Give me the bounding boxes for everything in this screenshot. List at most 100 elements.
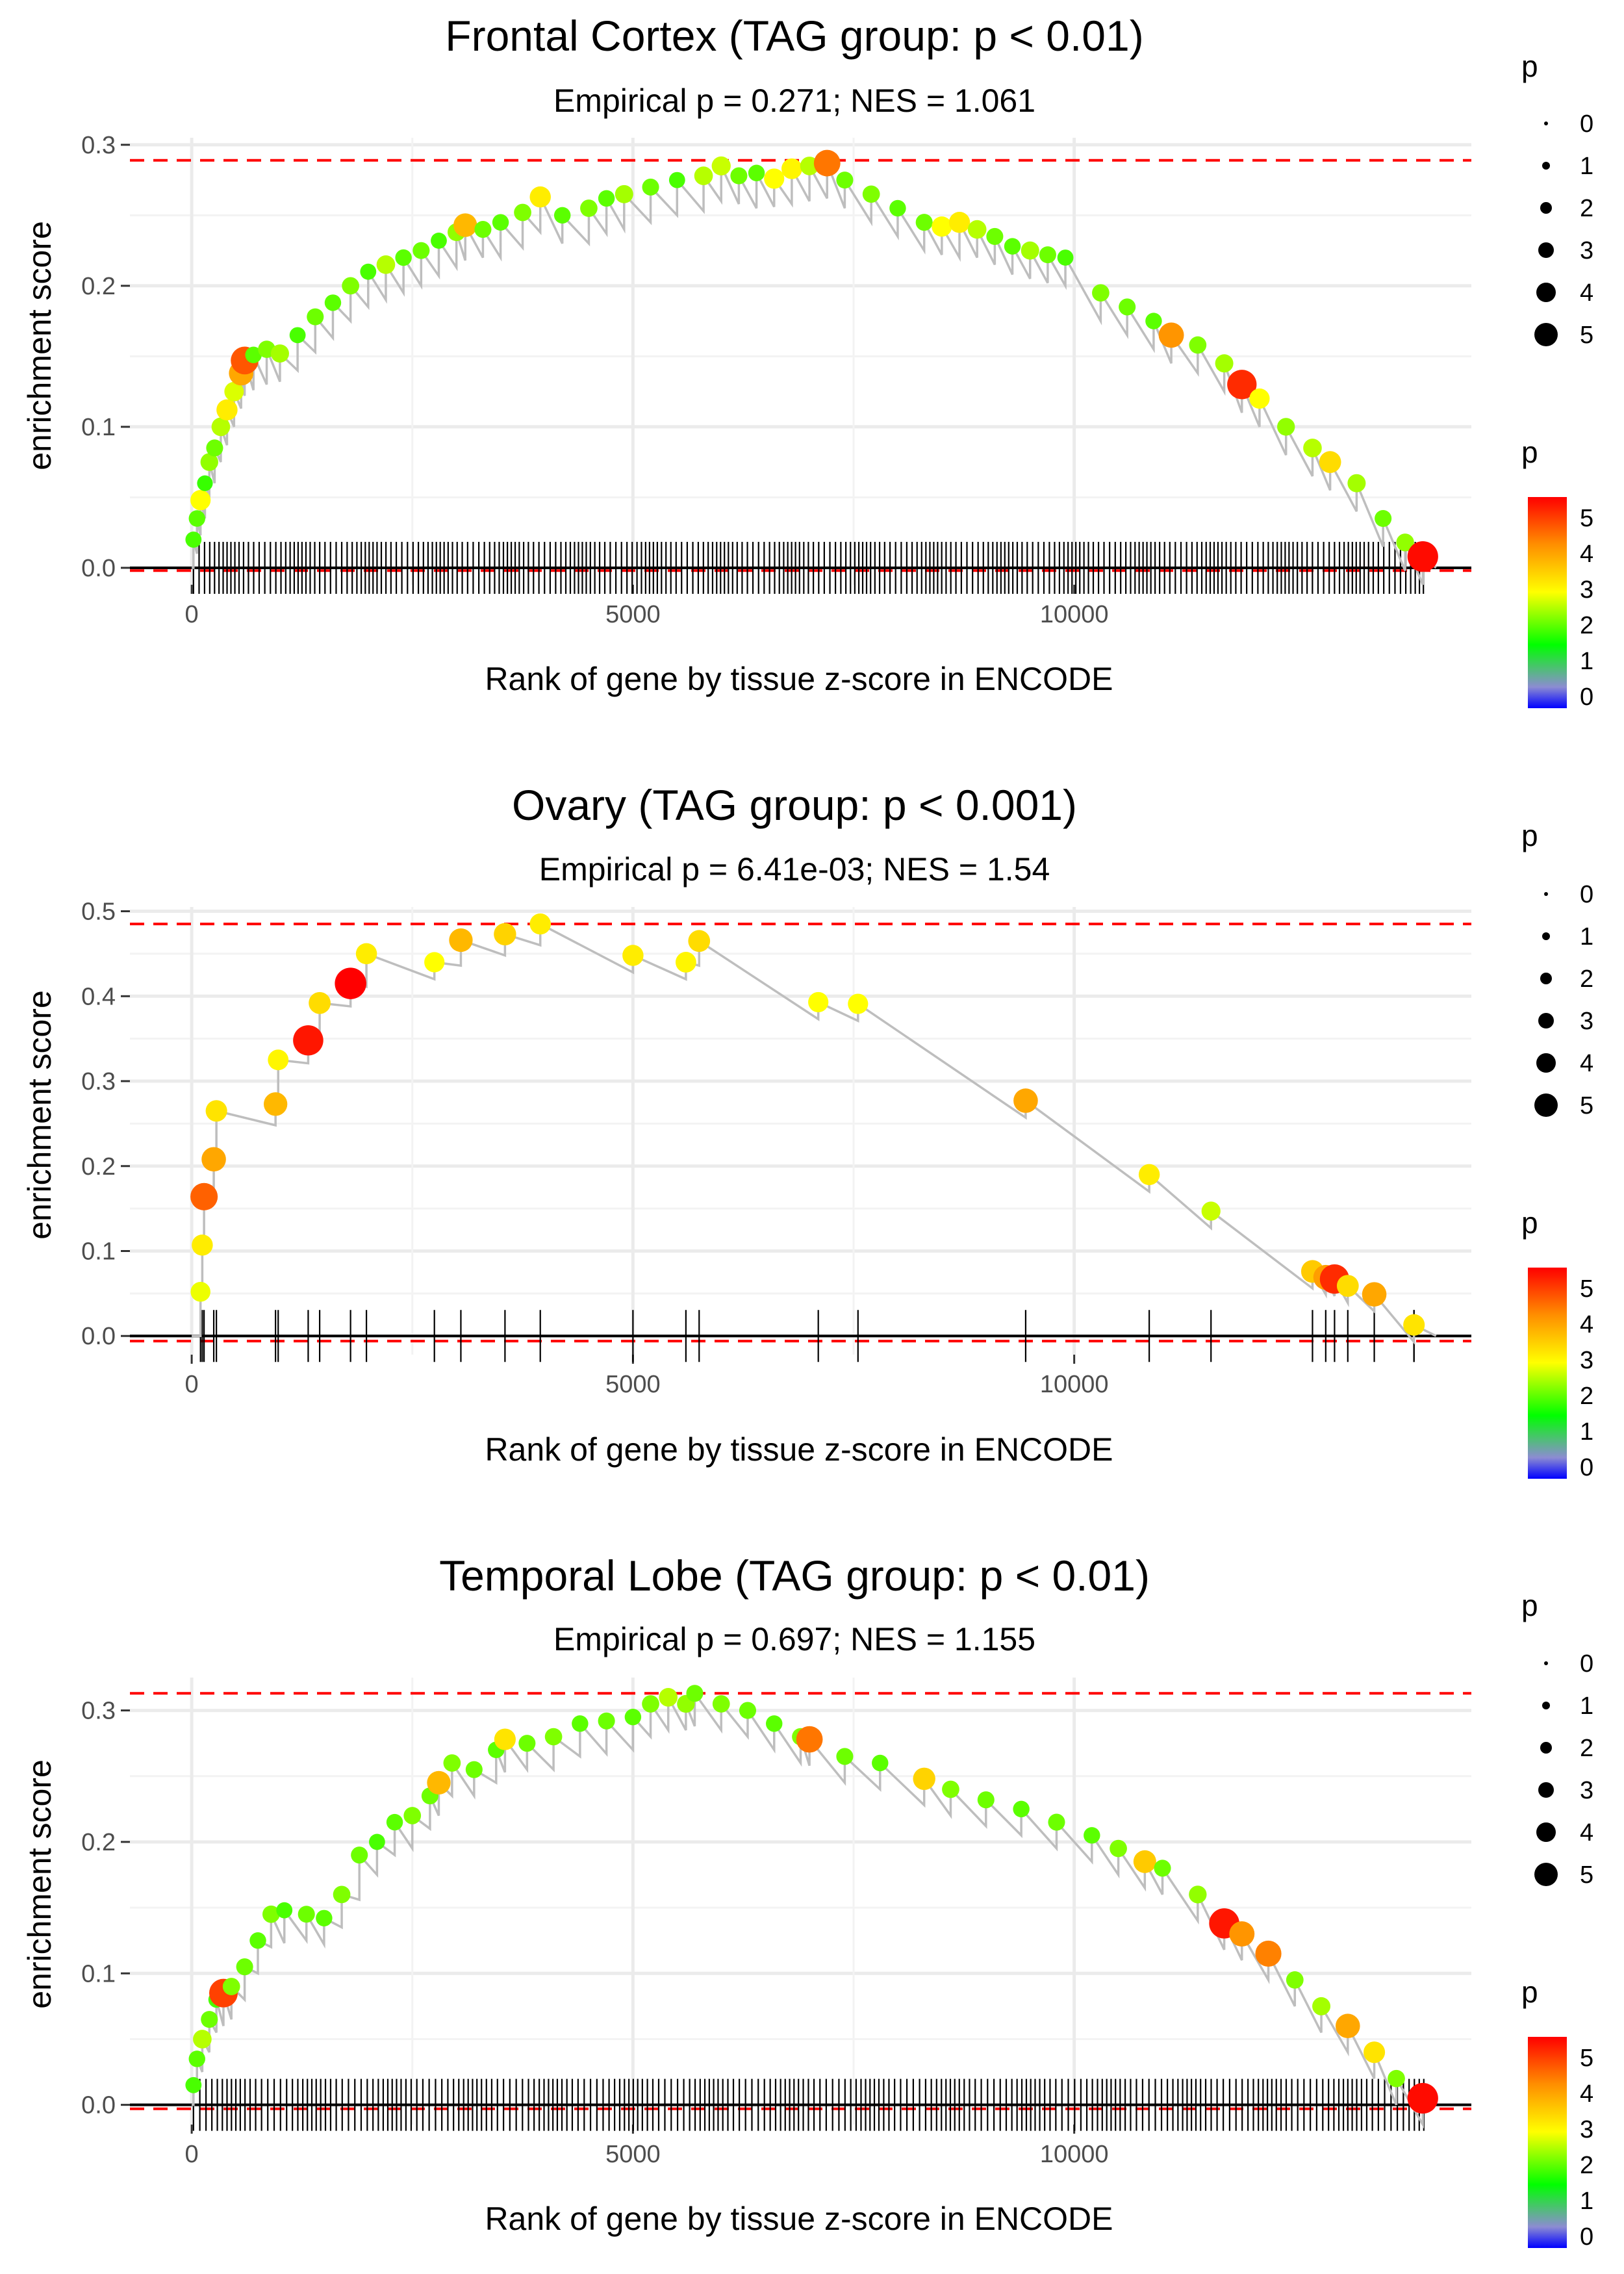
enrichment-point bbox=[1375, 509, 1392, 528]
enrichment-point bbox=[1119, 298, 1136, 316]
enrichment-point bbox=[1319, 451, 1341, 474]
enrichment-point bbox=[386, 1813, 403, 1831]
size-legend-key bbox=[1536, 283, 1556, 302]
enrichment-point bbox=[1255, 1940, 1282, 1967]
size-legend-key bbox=[1540, 202, 1552, 214]
enrichment-point bbox=[889, 199, 906, 217]
enrichment-point bbox=[264, 1092, 288, 1116]
enrichment-point bbox=[403, 1807, 422, 1824]
enrichment-point bbox=[836, 1748, 854, 1765]
enrichment-point bbox=[913, 1767, 935, 1791]
y-axis-label: enrichment score bbox=[21, 221, 58, 470]
enrichment-point bbox=[249, 1932, 266, 1949]
enrichment-point bbox=[1336, 1275, 1359, 1297]
size-legend-label: 4 bbox=[1580, 1050, 1593, 1077]
y-tick-label: 0.0 bbox=[81, 555, 116, 582]
enrichment-point bbox=[201, 1147, 226, 1172]
panel-title: Ovary (TAG group: p < 0.001) bbox=[512, 781, 1077, 829]
enrichment-point bbox=[580, 199, 598, 217]
enrichment-point bbox=[1215, 354, 1234, 373]
size-legend-key bbox=[1540, 973, 1552, 984]
enrichment-point bbox=[188, 510, 205, 527]
size-legend-label: 5 bbox=[1580, 1861, 1593, 1889]
y-tick-label: 0.2 bbox=[81, 273, 116, 300]
y-tick-label: 0.3 bbox=[81, 1068, 116, 1095]
enrichment-point bbox=[1362, 1282, 1387, 1307]
enrichment-point bbox=[766, 1715, 783, 1732]
enrichment-point bbox=[1347, 474, 1366, 492]
enrichment-point bbox=[427, 1770, 451, 1795]
enrichment-point bbox=[309, 991, 331, 1014]
color-legend-label: 1 bbox=[1580, 1418, 1593, 1446]
enrichment-point bbox=[872, 1754, 889, 1772]
enrichment-point bbox=[205, 1100, 227, 1122]
enrichment-point bbox=[1048, 1813, 1065, 1831]
enrichment-point bbox=[686, 1685, 704, 1702]
enrichment-point bbox=[324, 294, 342, 311]
y-axis-label: enrichment score bbox=[21, 1759, 58, 2009]
enrichment-point bbox=[1303, 439, 1322, 457]
plot-area: 0.0 0.1 0.2 0.3 0.4 0.5 0 5000 10000 bbox=[81, 899, 1471, 1398]
x-axis-label: Rank of gene by tissue z-score in ENCODE bbox=[485, 2201, 1113, 2237]
x-tick-label: 10000 bbox=[1040, 1371, 1109, 1398]
enrichment-point bbox=[598, 190, 615, 207]
enrichment-point bbox=[494, 1728, 516, 1750]
y-tick-label: 0.0 bbox=[81, 2092, 116, 2119]
color-legend-label: 5 bbox=[1580, 1275, 1593, 1303]
y-axis-label: enrichment score bbox=[21, 990, 58, 1240]
enrichment-point bbox=[192, 1234, 213, 1256]
enrichment-point bbox=[1201, 1201, 1221, 1221]
size-legend-key bbox=[1542, 1702, 1550, 1709]
enrichment-point bbox=[796, 1726, 823, 1753]
size-legend-key bbox=[1538, 1013, 1554, 1028]
y-tick-label: 0.3 bbox=[81, 132, 116, 159]
color-legend-title: p bbox=[1521, 1206, 1538, 1240]
color-legend-label: 0 bbox=[1580, 1454, 1593, 1481]
enrichment-point bbox=[1388, 2069, 1405, 2088]
size-legend-title: p bbox=[1521, 819, 1538, 852]
enrichment-point bbox=[529, 913, 551, 935]
enrichment-point bbox=[518, 1735, 536, 1752]
size-legend-key bbox=[1538, 242, 1554, 258]
enrichment-point bbox=[1227, 370, 1257, 400]
color-legend-label: 4 bbox=[1580, 2080, 1593, 2108]
enrichment-point bbox=[431, 233, 447, 249]
enrichment-point bbox=[781, 158, 802, 179]
x-tick-label: 5000 bbox=[605, 2141, 661, 2168]
enrichment-point bbox=[197, 475, 213, 491]
x-tick-label: 10000 bbox=[1040, 2141, 1109, 2168]
size-legend-label: 0 bbox=[1580, 110, 1593, 138]
enrichment-point bbox=[1403, 1314, 1425, 1336]
y-tick-label: 0.2 bbox=[81, 1829, 116, 1856]
enrichment-point bbox=[200, 453, 218, 471]
enrichment-point bbox=[494, 923, 516, 946]
size-legend-key bbox=[1536, 1822, 1556, 1842]
color-legend-label: 0 bbox=[1580, 683, 1593, 711]
colorbar bbox=[1528, 2037, 1567, 2248]
enrichment-point bbox=[748, 164, 765, 181]
size-legend-label: 0 bbox=[1580, 881, 1593, 908]
enrichment-point bbox=[316, 1910, 333, 1927]
y-tick-label: 0.0 bbox=[81, 1323, 116, 1350]
enrichment-point bbox=[333, 1885, 351, 1904]
enrichment-point bbox=[1249, 388, 1270, 409]
size-legend-key bbox=[1544, 1661, 1548, 1665]
enrichment-point bbox=[1158, 322, 1184, 348]
color-legend-label: 3 bbox=[1580, 2116, 1593, 2143]
enrichment-point bbox=[598, 1712, 615, 1730]
enrichment-point bbox=[1084, 1827, 1100, 1844]
color-legend-label: 4 bbox=[1580, 1311, 1593, 1338]
enrichment-point bbox=[360, 263, 377, 280]
enrichment-point bbox=[1189, 1885, 1207, 1904]
panel-frontal-cortex: Frontal Cortex (TAG group: p < 0.01) Emp… bbox=[21, 12, 1593, 711]
size-legend-label: 2 bbox=[1580, 195, 1593, 222]
enrichment-point bbox=[1013, 1088, 1038, 1113]
color-legend-label: 3 bbox=[1580, 576, 1593, 604]
enrichment-point bbox=[1110, 1839, 1127, 1858]
colorbar bbox=[1528, 1268, 1567, 1479]
enrichment-point bbox=[1154, 1859, 1171, 1877]
enrichment-point bbox=[492, 214, 509, 231]
enrichment-point bbox=[553, 207, 571, 224]
enrichment-point bbox=[730, 167, 748, 185]
panel-subtitle: Empirical p = 0.271; NES = 1.061 bbox=[553, 83, 1035, 119]
